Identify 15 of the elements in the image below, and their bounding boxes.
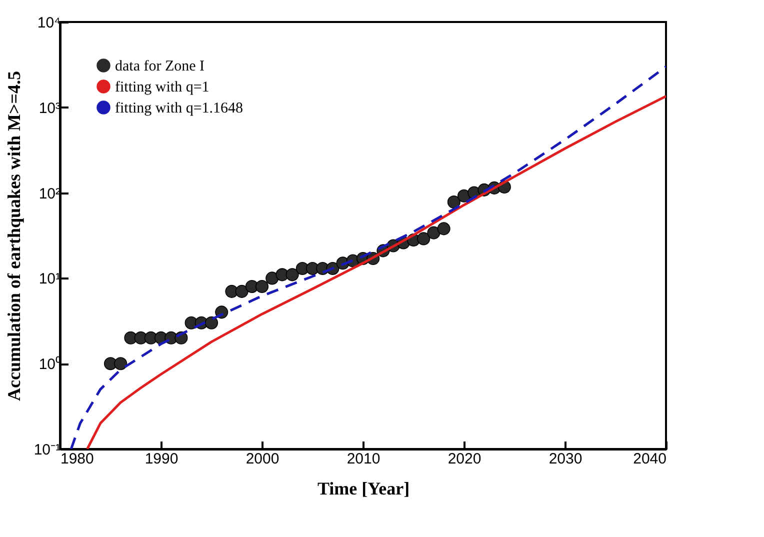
y-tick-label: 10⁻¹ bbox=[34, 442, 60, 458]
y-axis-title: Accumulation of earthquakes with M>=4.5 bbox=[4, 70, 24, 402]
legend-label: data for Zone I bbox=[115, 58, 205, 74]
y-tick-label: 10¹ bbox=[38, 270, 60, 288]
x-tick-label: 1990 bbox=[144, 450, 178, 468]
x-axis-title: Time [Year] bbox=[317, 478, 410, 498]
legend-label: fitting with q=1.1648 bbox=[115, 100, 244, 116]
x-tick-label: 2040 bbox=[633, 450, 666, 468]
x-tick-label: 2020 bbox=[448, 450, 482, 468]
x-tick-label: 2010 bbox=[346, 450, 380, 468]
x-tick-label: 2000 bbox=[246, 450, 280, 468]
x-tick-label: 2030 bbox=[548, 450, 582, 468]
y-tick-label: 10⁴ bbox=[37, 14, 60, 32]
x-tick-label: 1980 bbox=[60, 450, 94, 468]
legend-label: fitting with q=1 bbox=[115, 80, 210, 96]
